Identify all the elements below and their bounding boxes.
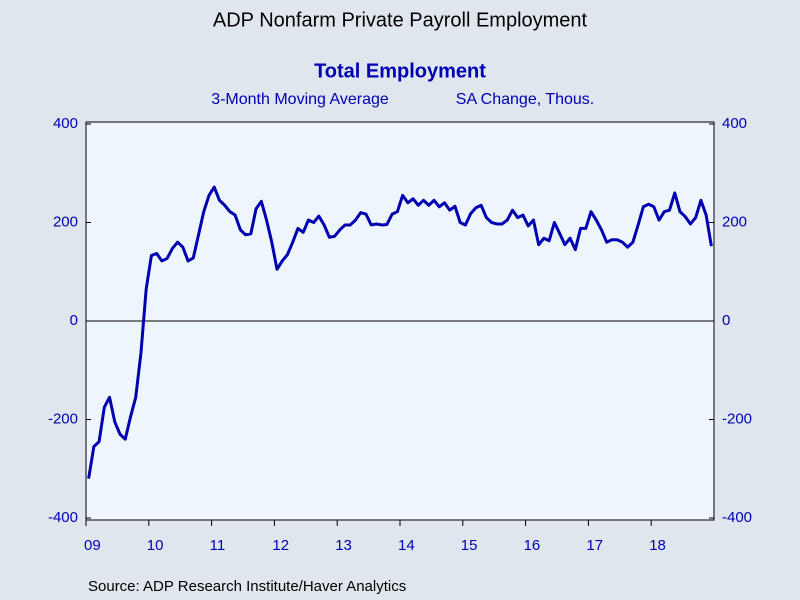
x-tick-label: 09 <box>84 537 101 554</box>
data-line <box>87 185 713 479</box>
x-tick-label: 10 <box>147 537 164 554</box>
x-tick-label: 18 <box>649 537 666 554</box>
source-note: Source: ADP Research Institute/Haver Ana… <box>88 578 406 595</box>
y-tick-label: 200 <box>53 213 78 230</box>
y-tick-label: -200 <box>48 410 78 427</box>
x-tick-label: 13 <box>335 537 352 554</box>
x-tick-label: 11 <box>210 537 226 554</box>
y-tick-label: 0 <box>70 312 78 329</box>
chart-subtitle: Total Employment <box>314 60 486 82</box>
x-tick-label: 16 <box>524 537 541 554</box>
chart-title: ADP Nonfarm Private Payroll Employment <box>213 9 588 31</box>
y2-tick-label: 0 <box>722 312 730 329</box>
x-tick-label: 17 <box>586 537 603 554</box>
y2-tick-label: -400 <box>722 509 752 526</box>
x-tick-label: 12 <box>272 537 289 554</box>
units-label: SA Change, Thous. <box>456 91 594 108</box>
y2-tick-label: 200 <box>722 213 747 230</box>
x-tick-label: 14 <box>398 537 415 554</box>
x-tick-label: 15 <box>461 537 478 554</box>
y-tick-label: 400 <box>53 115 78 132</box>
y-tick-label: -400 <box>48 509 78 526</box>
y2-tick-label: 400 <box>722 115 747 132</box>
series-label: 3-Month Moving Average <box>211 91 389 108</box>
y2-tick-label: -200 <box>722 410 752 427</box>
